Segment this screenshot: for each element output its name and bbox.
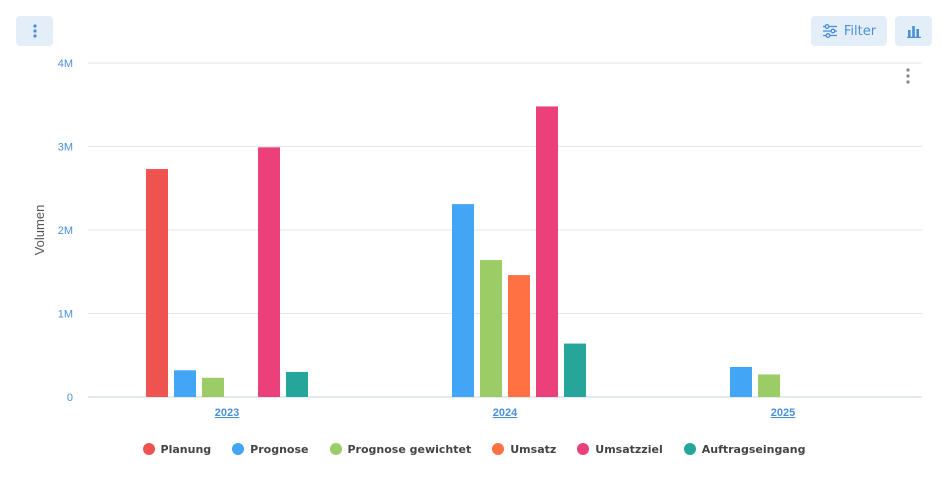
chart-legend: Planung Prognose Prognose gewichtet Umsatz U… [0,438,948,460]
bar-umsatzziel-2024[interactable] [536,106,558,398]
bar-prognose-gewichtet-2023[interactable] [202,377,224,397]
y-tick-label: 0 [67,392,73,404]
legend-label: Umsatzziel [595,442,663,456]
bar-prognose-2024[interactable] [452,204,474,397]
legend-dot-icon [329,443,342,455]
legend-label: Prognose [250,442,309,456]
legend-label: Umsatz [510,442,557,456]
bar-prognose-2025[interactable] [730,366,752,397]
legend-item-auftragseingang[interactable]: Auftragseingang [683,442,806,456]
legend-dot-icon [577,443,590,455]
bar-chart: 0 1M 2M 3M 4M Volumen 2023 2024 2025 [32,58,922,419]
legend-label: Planung [160,442,212,456]
bar-planung-2023[interactable] [146,169,168,397]
bar-prognose-2023[interactable] [174,370,196,397]
legend-dot-icon [142,443,155,455]
legend-label: Prognose gewichtet [347,442,472,456]
x-tick-label-2024[interactable]: 2024 [493,407,518,419]
legend-dot-icon [492,443,505,455]
bar-auftragseingang-2023[interactable] [286,371,308,397]
legend-dot-icon [683,443,696,455]
y-axis-label: Volumen [32,205,47,256]
more-options-button[interactable] [16,16,53,46]
x-tick-label-2025[interactable]: 2025 [771,407,795,419]
bar-umsatz-2024[interactable] [508,275,530,397]
bar-chart-icon [906,25,921,38]
legend-item-umsatz[interactable]: Umsatz [492,443,556,456]
y-tick-label: 3M [58,142,73,154]
filter-button[interactable]: Filter [811,16,887,46]
filter-label: Filter [843,23,877,39]
legend-item-prognose[interactable]: Prognose [232,442,309,456]
legend-item-umsatzziel[interactable]: Umsatzziel [577,442,663,456]
bar-auftragseingang-2024[interactable] [564,343,586,397]
y-tick-label: 4M [58,58,73,70]
legend-label: Auftragseingang [701,442,806,456]
sliders-icon [822,24,837,38]
bar-umsatzziel-2023[interactable] [258,147,280,397]
y-tick-label: 2M [58,225,73,237]
legend-item-prognose-gewichtet[interactable]: Prognose gewichtet [329,442,472,456]
bar-prognose-gewichtet-2025[interactable] [758,374,780,397]
bar-prognose-gewichtet-2024[interactable] [480,260,502,397]
legend-item-planung[interactable]: Planung [142,442,212,456]
y-tick-label: 1M [58,309,73,321]
chart-options-icon[interactable] [900,65,916,87]
x-tick-label-2023[interactable]: 2023 [215,407,239,419]
vertical-dots-icon [32,24,37,38]
chart-type-button[interactable] [895,16,932,46]
legend-dot-icon [232,443,245,455]
